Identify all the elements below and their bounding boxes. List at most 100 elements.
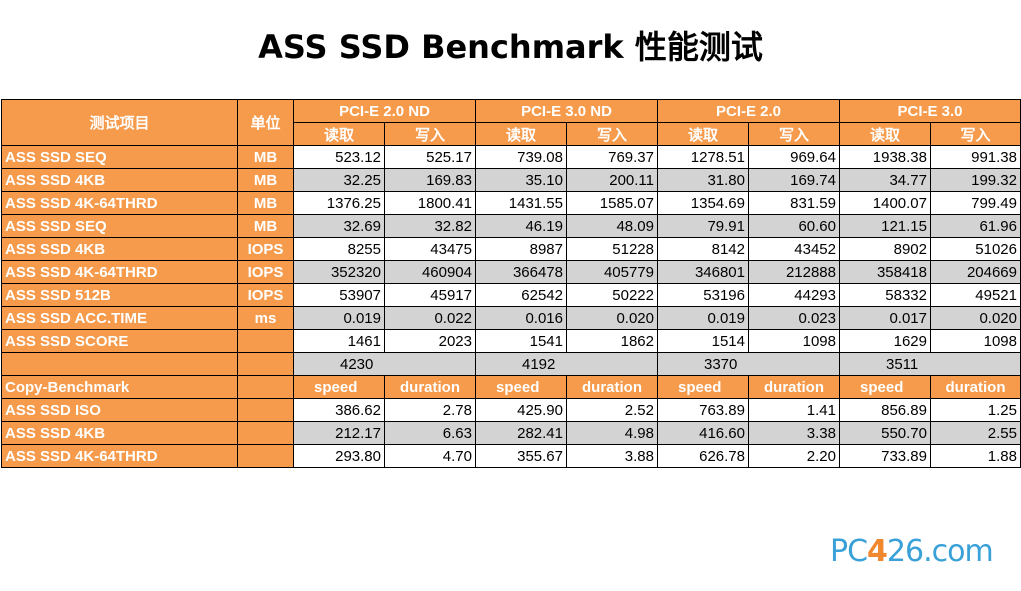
row-value: 358418 <box>839 260 931 284</box>
row-value: 46.19 <box>475 214 567 238</box>
row-value: 60.60 <box>748 214 840 238</box>
copy-benchmark-label: Copy-Benchmark <box>1 375 238 399</box>
group-header: PCI-E 3.0 ND <box>475 99 658 123</box>
row-value: 212888 <box>748 260 840 284</box>
row-value: 61.96 <box>930 214 1021 238</box>
row-value: 352320 <box>293 260 385 284</box>
row-value: 58332 <box>839 283 931 307</box>
copy-row-value: 4.70 <box>384 444 476 468</box>
table-row: ASS SSD ACC.TIME ms 0.019 0.022 0.016 0.020 0.… <box>1 306 1021 330</box>
row-value: 1862 <box>566 329 658 353</box>
copy-row-value: 282.41 <box>475 421 567 445</box>
copy-row-unit <box>237 444 294 468</box>
speed-header: speed <box>475 375 567 399</box>
row-value: 0.020 <box>566 306 658 330</box>
row-value: 51026 <box>930 237 1021 261</box>
copy-row-value: 2.20 <box>748 444 840 468</box>
row-value: 1098 <box>930 329 1021 353</box>
copy-row-value: 293.80 <box>293 444 385 468</box>
copy-row-value: 425.90 <box>475 398 567 422</box>
row-unit: ms <box>237 306 294 330</box>
duration-header: duration <box>930 375 1021 399</box>
row-label: ASS SSD 4K-64THRD <box>1 260 238 284</box>
row-value: 991.38 <box>930 145 1021 169</box>
row-value: 32.25 <box>293 168 385 192</box>
row-value: 0.023 <box>748 306 840 330</box>
row-value: 0.019 <box>293 306 385 330</box>
row-label: ASS SSD 4KB <box>1 237 238 261</box>
unit-header: 单位 <box>237 99 294 146</box>
row-value: 405779 <box>566 260 658 284</box>
copy-row-value: 386.62 <box>293 398 385 422</box>
write-header: 写入 <box>384 122 476 146</box>
totals-label <box>1 352 238 376</box>
row-value: 366478 <box>475 260 567 284</box>
totals-row: 4230 4192 3370 3511 <box>1 352 1021 376</box>
row-value: 2023 <box>384 329 476 353</box>
total-score: 4230 <box>293 352 476 376</box>
read-header: 读取 <box>475 122 567 146</box>
row-label: ASS SSD 4K-64THRD <box>1 191 238 215</box>
copy-row-value: 355.67 <box>475 444 567 468</box>
row-value: 31.80 <box>657 168 749 192</box>
total-score: 4192 <box>475 352 658 376</box>
item-header: 测试项目 <box>1 99 238 146</box>
benchmark-table: 测试项目 单位 PCI-E 2.0 ND PCI-E 3.0 ND PCI-E … <box>1 99 1021 468</box>
row-value: 8255 <box>293 237 385 261</box>
row-value: 62542 <box>475 283 567 307</box>
copy-row-label: ASS SSD ISO <box>1 398 238 422</box>
copy-row-value: 3.38 <box>748 421 840 445</box>
row-value: 44293 <box>748 283 840 307</box>
row-unit <box>237 329 294 353</box>
header-row-1: 测试项目 单位 PCI-E 2.0 ND PCI-E 3.0 ND PCI-E … <box>1 99 1021 146</box>
copy-unit <box>237 375 294 399</box>
speed-header: speed <box>293 375 385 399</box>
group-header: PCI-E 2.0 ND <box>293 99 476 123</box>
read-header: 读取 <box>657 122 749 146</box>
copy-row-value: 416.60 <box>657 421 749 445</box>
row-value: 525.17 <box>384 145 476 169</box>
row-unit: IOPS <box>237 283 294 307</box>
row-value: 1098 <box>748 329 840 353</box>
row-value: 0.017 <box>839 306 931 330</box>
row-value: 831.59 <box>748 191 840 215</box>
duration-header: duration <box>748 375 840 399</box>
write-header: 写入 <box>748 122 840 146</box>
row-unit: MB <box>237 145 294 169</box>
row-value: 0.019 <box>657 306 749 330</box>
row-value: 199.32 <box>930 168 1021 192</box>
row-value: 1585.07 <box>566 191 658 215</box>
row-value: 35.10 <box>475 168 567 192</box>
row-label: ASS SSD SEQ <box>1 145 238 169</box>
row-value: 1376.25 <box>293 191 385 215</box>
copy-row-unit <box>237 398 294 422</box>
row-value: 8987 <box>475 237 567 261</box>
row-label: ASS SSD SCORE <box>1 329 238 353</box>
copy-row: ASS SSD 4K-64THRD 293.80 4.70 355.67 3.88 626… <box>1 444 1021 468</box>
row-value: 121.15 <box>839 214 931 238</box>
row-value: 8142 <box>657 237 749 261</box>
row-value: 50222 <box>566 283 658 307</box>
row-value: 1800.41 <box>384 191 476 215</box>
row-value: 460904 <box>384 260 476 284</box>
totals-unit <box>237 352 294 376</box>
speed-header: speed <box>657 375 749 399</box>
row-value: 169.74 <box>748 168 840 192</box>
row-value: 969.64 <box>748 145 840 169</box>
row-value: 45917 <box>384 283 476 307</box>
table-row: ASS SSD 4K-64THRD MB 1376.25 1800.41 1431.55… <box>1 191 1021 215</box>
copy-row-value: 2.55 <box>930 421 1021 445</box>
copy-row-value: 2.78 <box>384 398 476 422</box>
row-label: ASS SSD 512B <box>1 283 238 307</box>
row-unit: MB <box>237 191 294 215</box>
row-value: 1938.38 <box>839 145 931 169</box>
row-value: 1461 <box>293 329 385 353</box>
row-value: 1514 <box>657 329 749 353</box>
read-header: 读取 <box>293 122 385 146</box>
speed-header: speed <box>839 375 931 399</box>
row-value: 1354.69 <box>657 191 749 215</box>
page-title: ASS SSD Benchmark 性能测试 <box>258 28 763 66</box>
copy-row-value: 733.89 <box>839 444 931 468</box>
copy-row-value: 1.88 <box>930 444 1021 468</box>
row-value: 769.37 <box>566 145 658 169</box>
